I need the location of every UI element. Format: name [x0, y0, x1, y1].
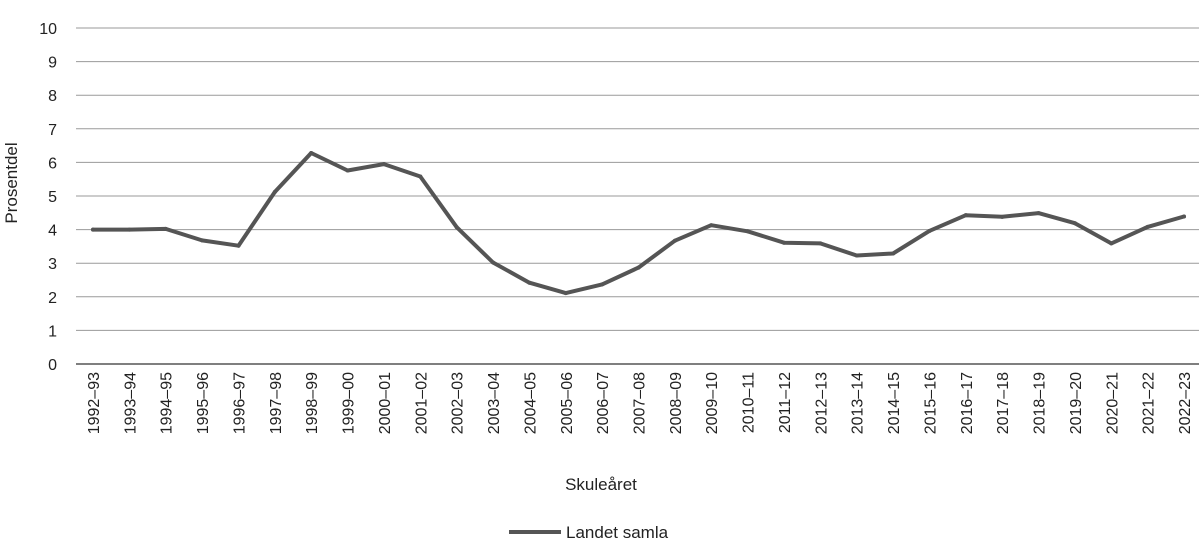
x-tick-label: 1996–97 — [231, 372, 248, 434]
y-tick-label: 9 — [48, 55, 57, 72]
data-point — [454, 225, 459, 230]
x-tick-label: 2010–11 — [741, 372, 758, 433]
data-point — [309, 150, 314, 155]
data-point — [854, 253, 859, 258]
y-tick-label: 0 — [48, 357, 57, 374]
x-tick-label: 2021–22 — [1141, 372, 1158, 434]
data-point — [1182, 214, 1186, 219]
x-tick-label: 2004–05 — [522, 372, 539, 434]
data-point — [527, 280, 532, 285]
data-point — [781, 240, 786, 245]
x-tick-label: 2005–06 — [559, 372, 576, 434]
data-point — [1109, 241, 1114, 246]
x-tick-label: 2015–16 — [922, 372, 939, 434]
x-tick-label: 2011–12 — [777, 372, 794, 433]
series-line — [91, 151, 1186, 296]
data-point — [1072, 221, 1077, 226]
data-point — [600, 282, 605, 287]
y-tick-label: 7 — [48, 122, 57, 139]
x-tick-label: 2022–23 — [1177, 372, 1194, 434]
data-point — [963, 213, 968, 218]
data-point — [200, 238, 205, 243]
data-point — [91, 227, 95, 232]
y-tick-label: 5 — [48, 189, 57, 206]
x-tick-label: 2009–10 — [704, 372, 721, 434]
x-tick-label: 2018–19 — [1032, 372, 1049, 434]
y-tick-label: 3 — [48, 256, 57, 273]
x-tick-label: 2017–18 — [995, 372, 1012, 434]
x-tick-label: 2014–15 — [886, 372, 903, 434]
data-point — [927, 228, 932, 233]
x-axis-ticks: 1992–93 1993–94 1994–95 1995–96 1996–97 1997–… — [86, 372, 1194, 434]
x-tick-label: 2013–14 — [850, 372, 867, 434]
data-point — [418, 174, 423, 179]
x-tick-label: 2007–08 — [632, 372, 649, 434]
data-point — [491, 260, 496, 265]
y-tick-label: 10 — [39, 21, 57, 38]
data-point — [745, 229, 750, 234]
series-lines — [91, 150, 1186, 296]
data-point — [345, 168, 350, 173]
data-point — [1036, 211, 1041, 216]
data-point — [1145, 224, 1150, 229]
x-tick-label: 2002–03 — [450, 372, 467, 434]
x-tick-label: 2006–07 — [595, 372, 612, 434]
x-tick-label: 1997–98 — [268, 372, 285, 434]
data-point — [563, 291, 568, 296]
x-tick-label: 2020–21 — [1104, 372, 1121, 434]
y-axis-ticks: 0 1 2 3 4 5 6 7 8 9 10 — [39, 21, 57, 374]
x-tick-label: 1993–94 — [122, 372, 139, 434]
data-point — [272, 189, 277, 194]
x-tick-label: 1994–95 — [159, 372, 176, 434]
data-point — [818, 241, 823, 246]
data-point — [672, 238, 677, 243]
x-tick-label: 2008–09 — [668, 372, 685, 434]
gridlines — [76, 27, 1199, 365]
data-point — [163, 226, 168, 231]
x-tick-label: 2003–04 — [486, 372, 503, 434]
x-tick-label: 1999–00 — [341, 372, 358, 434]
x-tick-label: 2019–20 — [1068, 372, 1085, 434]
data-point — [127, 227, 132, 232]
x-tick-label: 2012–13 — [813, 372, 830, 434]
y-tick-label: 8 — [48, 88, 57, 105]
x-tick-label: 2000–01 — [377, 372, 394, 434]
y-tick-label: 1 — [48, 323, 57, 340]
y-axis-title: Prosentdel — [2, 142, 21, 223]
x-tick-label: 1992–93 — [86, 372, 103, 434]
legend: Landet samla — [509, 523, 669, 542]
data-point — [236, 243, 241, 248]
x-tick-label: 1998–99 — [304, 372, 321, 434]
x-axis-title: Skuleåret — [565, 475, 637, 494]
x-tick-label: 2016–17 — [959, 372, 976, 434]
y-tick-label: 6 — [48, 155, 57, 172]
data-point — [709, 223, 714, 228]
x-tick-label: 2001–02 — [413, 372, 430, 434]
data-point — [636, 265, 641, 270]
x-tick-label: 1995–96 — [195, 372, 212, 434]
data-point — [381, 162, 386, 167]
legend-label: Landet samla — [566, 523, 669, 542]
data-point — [891, 251, 896, 256]
y-tick-label: 2 — [48, 290, 57, 307]
data-point — [1000, 214, 1005, 219]
y-tick-label: 4 — [48, 223, 57, 240]
